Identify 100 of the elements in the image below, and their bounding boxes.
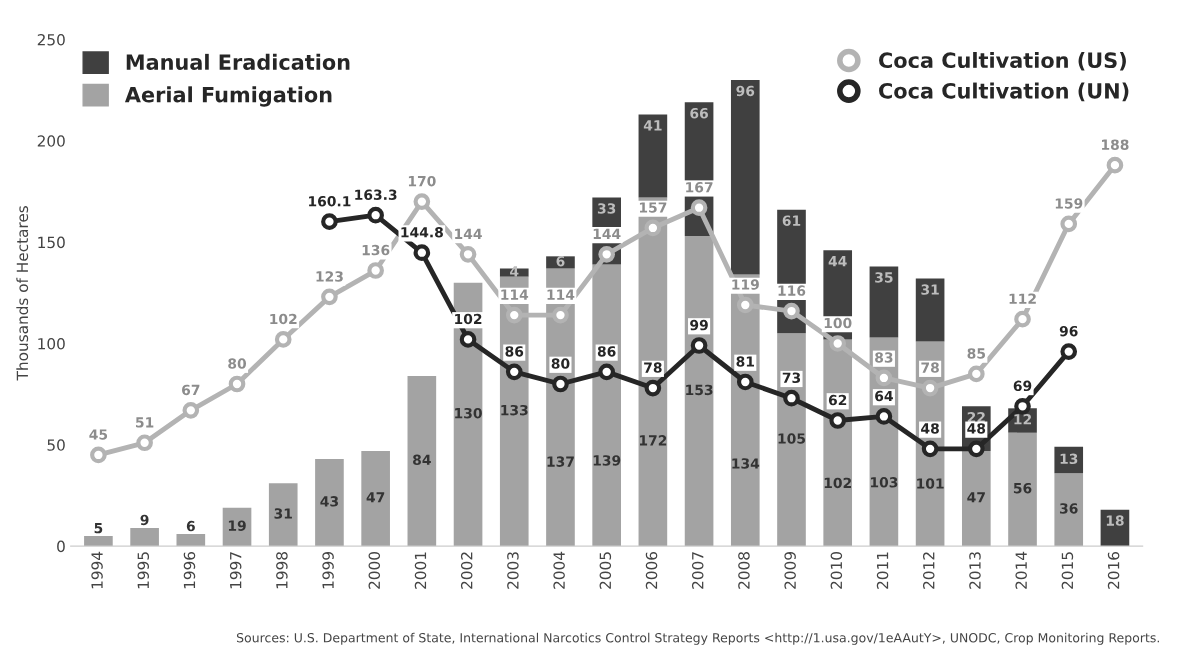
bar [684,236,714,547]
data-label: 47 [366,492,385,503]
point [367,206,384,224]
y-tick-label: 200 [37,135,65,147]
data-label: 157 [639,202,667,213]
x-tick-label: 2011 [876,552,889,589]
data-label: 66 [690,108,708,119]
y-tick-label: 50 [47,439,65,451]
data-label: 144 [455,228,482,239]
data-label: 139 [593,455,621,466]
x-tick-label: 2006 [645,551,658,589]
bar [453,282,483,547]
x-tick-label: 2009 [784,552,796,589]
data-label: 84 [413,454,431,466]
source-note: Sources: U.S. Department of State, International Narcotics Control Strategy Reports <http://1.usa.gov/1eAAutY>, UNODC, Crop Monitoring Reports. [236,632,1159,645]
data-label: 22 [967,411,985,423]
x-tick-label: 1997 [229,552,242,589]
point [321,213,338,231]
data-label: 133 [501,404,528,416]
data-label: 86 [597,346,616,357]
x-tick-label: 2012 [922,552,935,589]
point [274,331,292,348]
data-label: 130 [455,407,482,419]
point [690,199,708,217]
y-tick-label: 250 [37,33,65,46]
data-label: 103 [870,477,898,488]
point [1060,215,1078,233]
data-label: 172 [639,435,667,446]
point [136,434,153,452]
x-tick-label: 2015 [1061,552,1074,589]
bar [1054,446,1084,474]
bar [869,266,899,338]
data-label: 13 [1060,453,1078,465]
data-label: 144.8 [401,226,443,238]
data-label: 9 [140,514,149,526]
point [829,412,847,429]
point [921,379,939,397]
data-label: 31 [274,508,292,519]
data-label: 19 [228,520,246,531]
legend-label: Coca Cultivation (US) [879,51,1126,71]
y-tick-label: 150 [38,236,65,249]
point [1060,343,1078,360]
point [644,219,662,237]
data-label: 73 [782,372,801,383]
point [783,389,800,407]
bar [407,375,437,547]
data-label: 48 [967,423,986,434]
data-label: 6 [556,255,565,267]
point [967,440,985,458]
legend-label: Manual Eradication [126,53,350,70]
data-label: 105 [778,433,806,444]
data-label: 159 [1055,198,1083,209]
data-label: 67 [182,384,200,396]
bar [592,264,621,547]
bar [777,333,806,547]
x-tick-label: 2002 [460,552,473,589]
data-label: 78 [644,362,662,373]
x-tick-label: 2004 [553,551,565,589]
y-axis-title: Thousands of Hectares [16,206,29,381]
data-label: 31 [921,284,939,295]
data-label: 134 [732,458,760,469]
point [459,245,477,263]
data-label: 51 [136,417,154,428]
data-label: 163.3 [355,189,397,200]
point [1014,310,1031,328]
data-label: 80 [551,358,570,369]
data-label: 119 [732,279,759,290]
point [90,446,107,464]
data-label: 69 [1013,380,1032,392]
point [598,363,616,381]
point [783,302,800,320]
data-label: 61 [782,215,801,226]
data-label: 102 [824,477,851,489]
legend-label: Aerial Fumigation [124,86,332,107]
data-label: 153 [686,384,713,396]
data-label: 47 [967,492,985,503]
point [1106,156,1124,174]
data-label: 102 [455,313,482,325]
data-label: 114 [501,289,529,300]
data-label: 114 [547,289,575,300]
x-tick-label: 2014 [1015,551,1027,589]
point [413,244,431,262]
point [644,379,662,397]
data-label: 188 [1102,139,1129,150]
point [321,288,338,306]
data-label: 85 [967,348,986,359]
x-tick-label: 1996 [183,551,196,589]
data-label: 56 [1013,482,1032,494]
x-tick-label: 2016 [1107,551,1120,589]
data-label: 96 [736,85,755,97]
x-tick-label: 2000 [368,552,381,589]
bar [915,278,945,342]
data-label: 44 [828,256,847,267]
bar [176,533,206,547]
x-tick-label: 1995 [137,552,150,589]
data-label: 12 [1014,414,1031,425]
point [921,440,939,458]
data-label: 41 [643,120,662,131]
data-label: 83 [875,352,893,363]
x-tick-label: 2003 [507,552,519,589]
